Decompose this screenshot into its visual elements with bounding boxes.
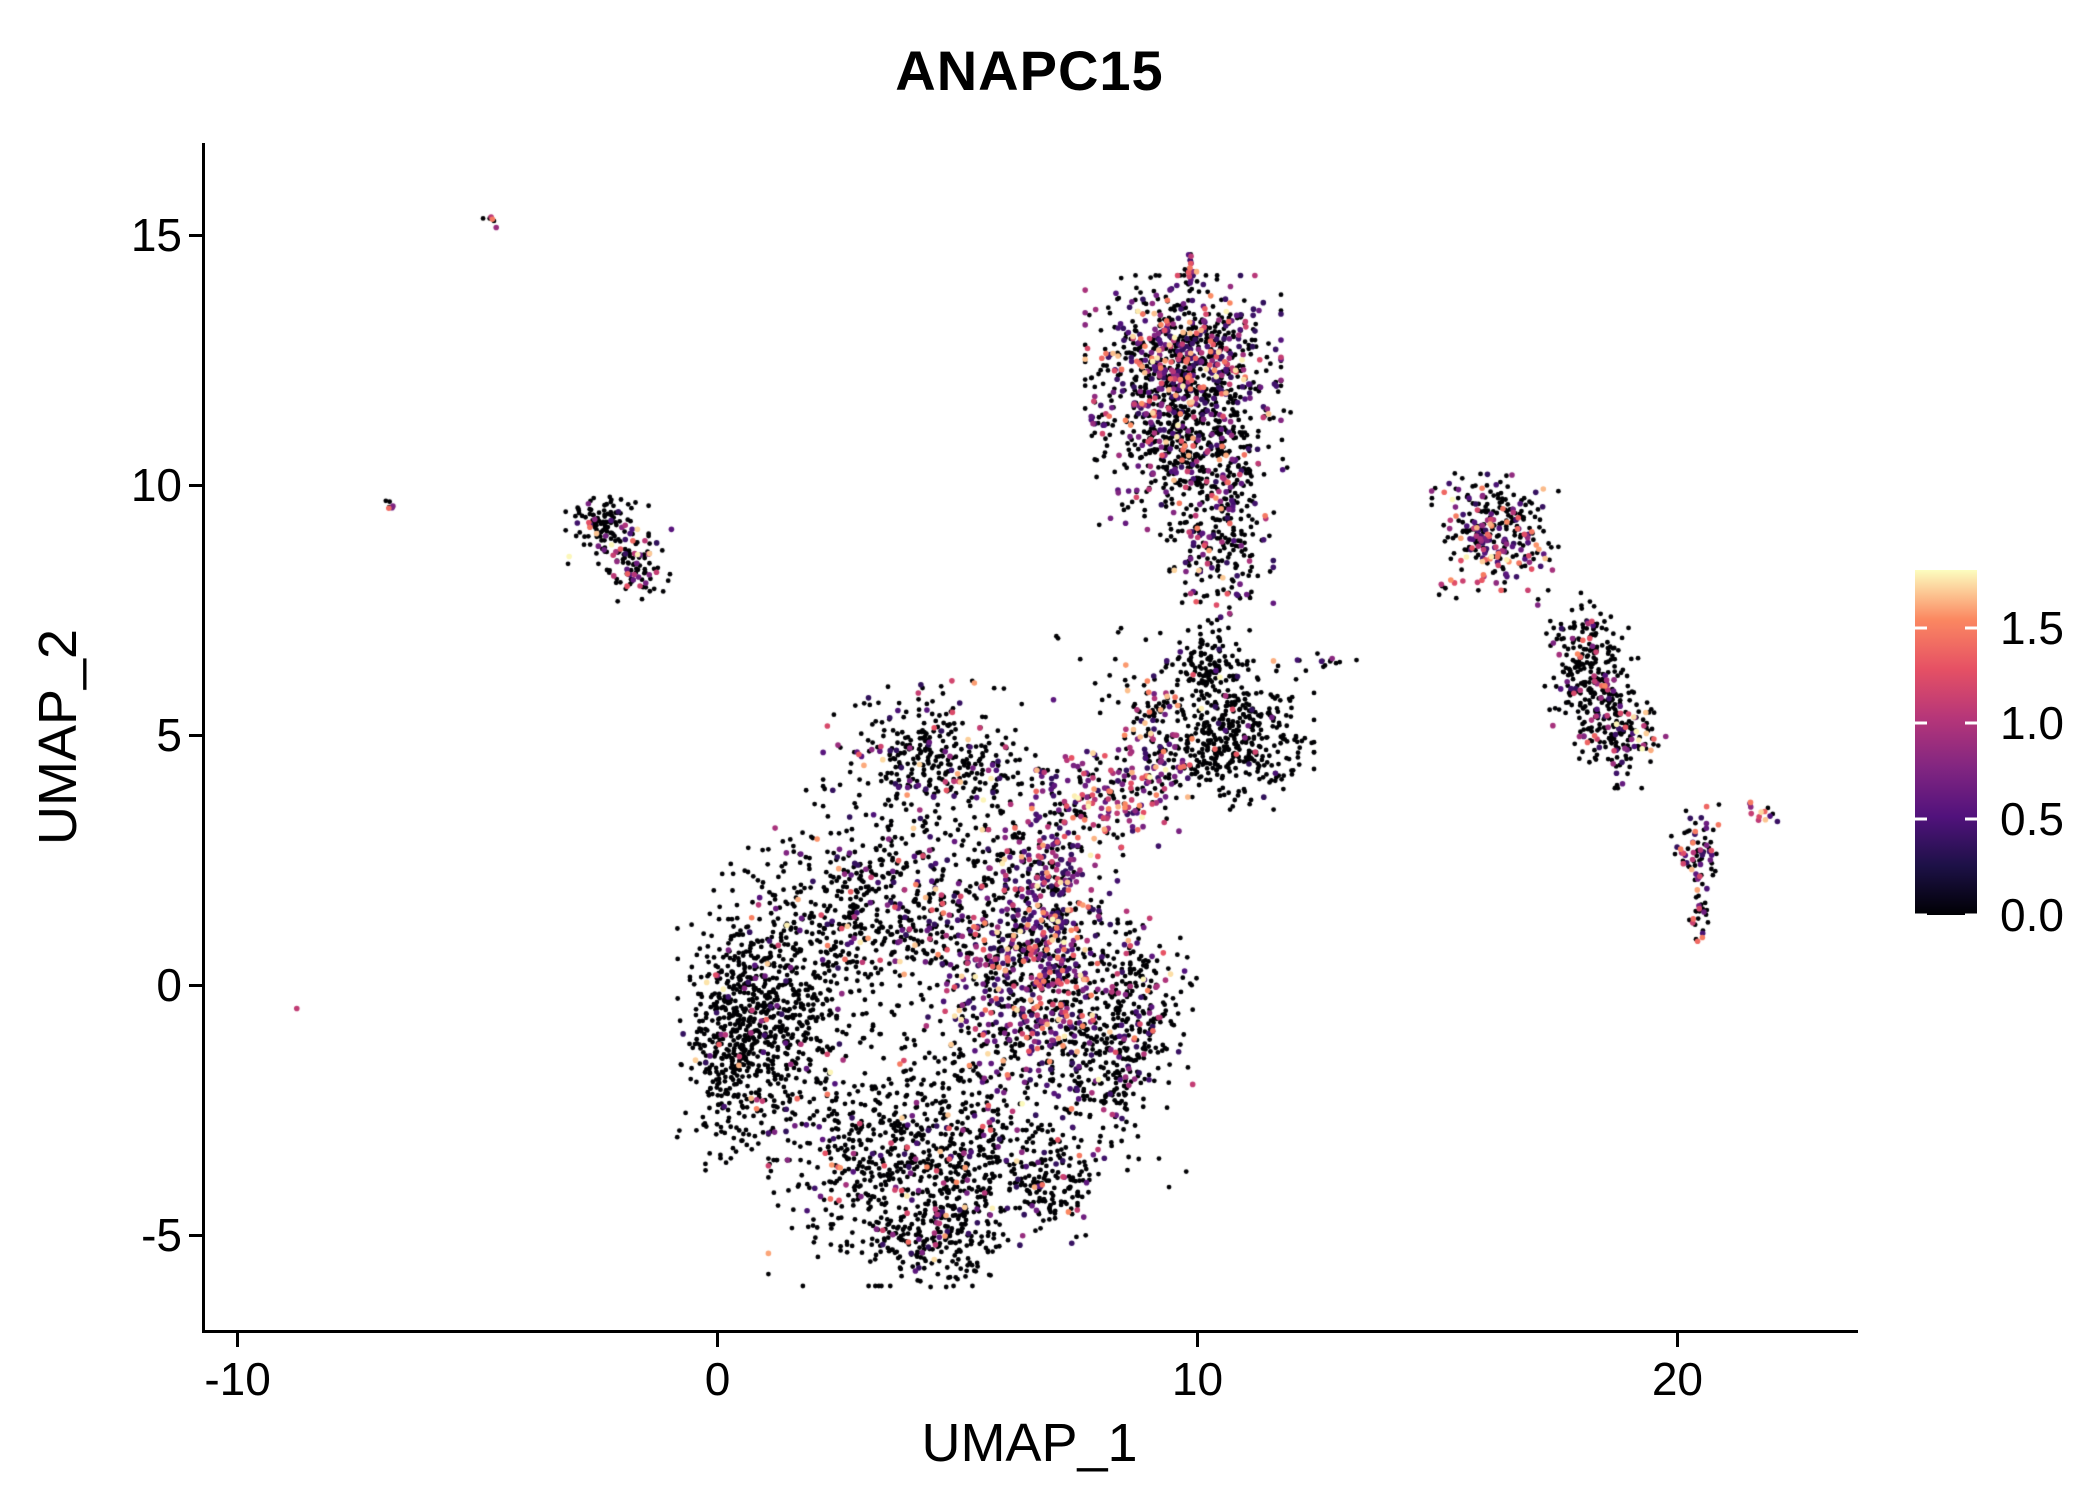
y-tick-label: 15 (130, 209, 182, 262)
legend-tick-mark (1965, 721, 1977, 725)
legend-tick-label: 1.0 (2000, 697, 2064, 750)
y-tick-label: -5 (141, 1209, 182, 1262)
legend-tick-mark (1965, 626, 1977, 629)
x-axis-title: UMAP_1 (921, 1413, 1138, 1473)
y-axis-title: UMAP_2 (28, 628, 88, 846)
y-tick-mark (189, 233, 202, 237)
y-tick-mark (189, 483, 202, 487)
legend-tick-mark (1915, 817, 1927, 821)
x-tick-label: 10 (1171, 1353, 1224, 1405)
legend-tick-label: 0.5 (2000, 793, 2064, 846)
y-tick-mark (189, 1233, 202, 1237)
legend-tick-mark (1915, 626, 1927, 629)
legend-tick-mark (1915, 913, 1927, 917)
x-tick-label: 0 (704, 1353, 731, 1405)
legend-tick-mark (1915, 721, 1927, 725)
y-axis-line (202, 143, 205, 1333)
y-tick-mark (189, 983, 202, 987)
x-tick-mark (1195, 1333, 1199, 1347)
y-tick-label: 0 (156, 959, 182, 1012)
y-tick-mark (189, 733, 202, 737)
x-tick-label: 20 (1651, 1353, 1703, 1405)
legend-tick-label: 1.5 (2000, 601, 2064, 654)
legend-tick-mark (1965, 913, 1977, 917)
x-tick-mark (236, 1333, 240, 1347)
y-tick-label: 10 (130, 459, 182, 512)
legend-tick-label: 0.0 (2000, 889, 2064, 941)
x-tick-label: -10 (204, 1353, 271, 1405)
y-tick-label: 5 (156, 709, 182, 762)
x-tick-mark (1675, 1333, 1679, 1347)
x-tick-mark (716, 1333, 720, 1347)
colorbar-legend (1915, 570, 1977, 915)
legend-tick-mark (1965, 817, 1977, 821)
x-axis-line (202, 1330, 1858, 1333)
